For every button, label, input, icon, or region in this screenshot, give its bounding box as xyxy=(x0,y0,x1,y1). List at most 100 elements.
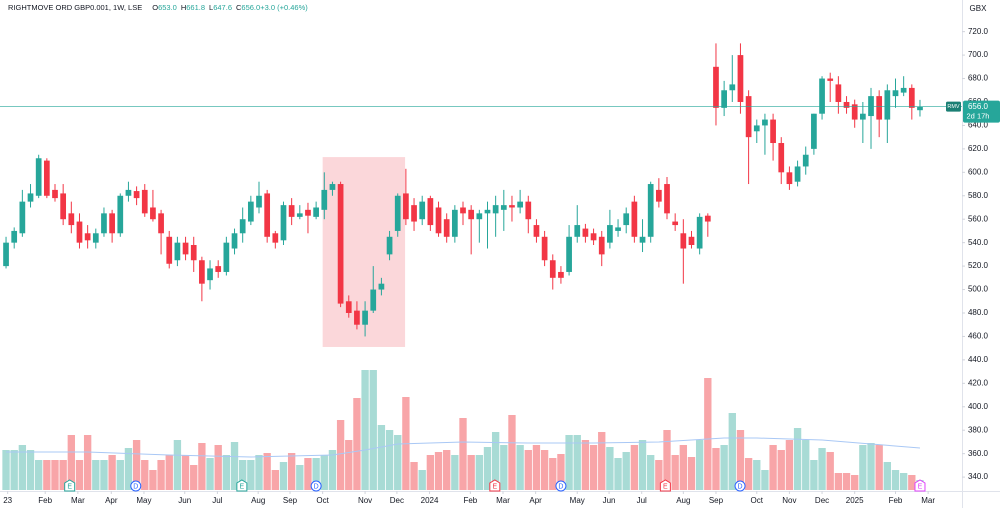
candle-body xyxy=(166,236,173,264)
volume-bar xyxy=(475,455,483,490)
candle-body xyxy=(411,205,417,222)
candle-body xyxy=(908,87,915,108)
volume-bar xyxy=(116,460,124,490)
candle-body xyxy=(460,207,466,214)
candle-body xyxy=(133,191,140,199)
symbol-tag xyxy=(946,101,961,112)
volume-bar xyxy=(304,458,312,490)
volume-bar xyxy=(369,370,377,490)
volume-bar xyxy=(418,470,426,490)
volume-bar xyxy=(851,475,859,490)
volume-bar xyxy=(614,458,622,490)
chart-title: RIGHTMOVE ORD GBP0.001, 1W, LSE xyxy=(8,3,142,12)
candle-body xyxy=(443,219,450,237)
candle-body xyxy=(3,242,9,267)
volume-bar xyxy=(385,430,394,490)
volume-bar xyxy=(573,435,581,490)
event-marker xyxy=(310,480,322,492)
y-tick-label: 680.0 xyxy=(968,74,989,83)
volume-bar xyxy=(296,465,304,490)
event-label: D xyxy=(558,483,563,490)
volume-bar xyxy=(638,440,647,490)
legend-key: H xyxy=(181,3,186,12)
volume-bar xyxy=(100,460,108,490)
event-label: D xyxy=(738,483,743,490)
candle-body xyxy=(835,84,842,102)
volume-bar xyxy=(549,458,557,490)
candle-body xyxy=(917,106,923,111)
legend-value: 653.0 xyxy=(158,3,177,12)
volume-bar xyxy=(312,458,320,490)
volume-bar xyxy=(10,450,18,490)
volume-bar xyxy=(859,445,867,490)
legend-value: 661.8 xyxy=(186,3,205,12)
volume-bar xyxy=(712,448,720,490)
candle-body xyxy=(672,221,679,226)
candle-body xyxy=(451,209,458,237)
volume-bar xyxy=(426,455,435,490)
candle-body xyxy=(60,193,67,220)
x-tick-label: Feb xyxy=(889,496,903,505)
x-tick-label: May xyxy=(136,496,151,505)
candle-body xyxy=(607,225,613,243)
candle-body xyxy=(729,84,736,91)
last-price-box xyxy=(963,100,1000,123)
candle-body xyxy=(337,184,344,304)
volume-bar xyxy=(271,470,279,490)
x-tick-label: Apr xyxy=(529,496,542,505)
volume-bar xyxy=(410,462,418,490)
y-tick-label: 480.0 xyxy=(968,308,989,317)
candle-body xyxy=(737,55,744,102)
candle-body xyxy=(811,113,817,149)
volume-bar xyxy=(320,455,328,490)
volume-bar xyxy=(899,473,908,490)
candle-body xyxy=(639,236,646,243)
event-label: E xyxy=(67,483,72,490)
candle-body xyxy=(623,213,630,226)
volume-bar xyxy=(230,442,239,490)
candle-body xyxy=(264,193,271,237)
candle-body xyxy=(239,219,246,234)
candle-body xyxy=(696,216,703,249)
event-marker xyxy=(130,480,142,492)
candle-body xyxy=(851,104,858,120)
volume-bar xyxy=(793,428,802,490)
candle-body xyxy=(492,205,499,214)
candle-body xyxy=(150,207,156,220)
x-tick-label: Dec xyxy=(815,496,829,505)
candle-body xyxy=(207,268,213,281)
volume-bar xyxy=(606,447,614,490)
candle-body xyxy=(843,101,850,108)
volume-bar xyxy=(206,458,214,490)
volume-bar xyxy=(165,455,173,490)
candle-body xyxy=(362,310,368,325)
y-tick-label: 620.0 xyxy=(968,144,989,153)
candle-body xyxy=(476,213,483,220)
event-marker xyxy=(734,480,746,492)
candle-body xyxy=(688,236,695,245)
volume-bar xyxy=(43,460,51,490)
x-tick-label: Mar xyxy=(496,496,510,505)
x-tick-label: Apr xyxy=(105,496,118,505)
candle-body xyxy=(770,119,776,144)
volume-bar xyxy=(345,440,353,490)
candle-body xyxy=(231,233,238,249)
volume-bar xyxy=(785,440,794,490)
y-tick-label: 440.0 xyxy=(968,355,989,364)
volume-bar xyxy=(361,370,369,490)
candle-body xyxy=(378,283,385,290)
volume-bar xyxy=(655,460,663,490)
last-price-label: 656.0 xyxy=(968,102,989,111)
x-tick-label: Jul xyxy=(212,496,222,505)
x-tick-label: Sep xyxy=(283,496,298,505)
volume-bar xyxy=(459,418,467,490)
candle-body xyxy=(745,96,752,138)
candle-body xyxy=(680,233,687,249)
volume-bar xyxy=(198,443,206,490)
volume-bar xyxy=(434,452,443,490)
volume-bar xyxy=(394,435,402,490)
volume-bar xyxy=(516,445,524,490)
x-tick-label: Feb xyxy=(463,496,477,505)
event-marker xyxy=(555,480,567,492)
candle-body xyxy=(52,189,58,199)
